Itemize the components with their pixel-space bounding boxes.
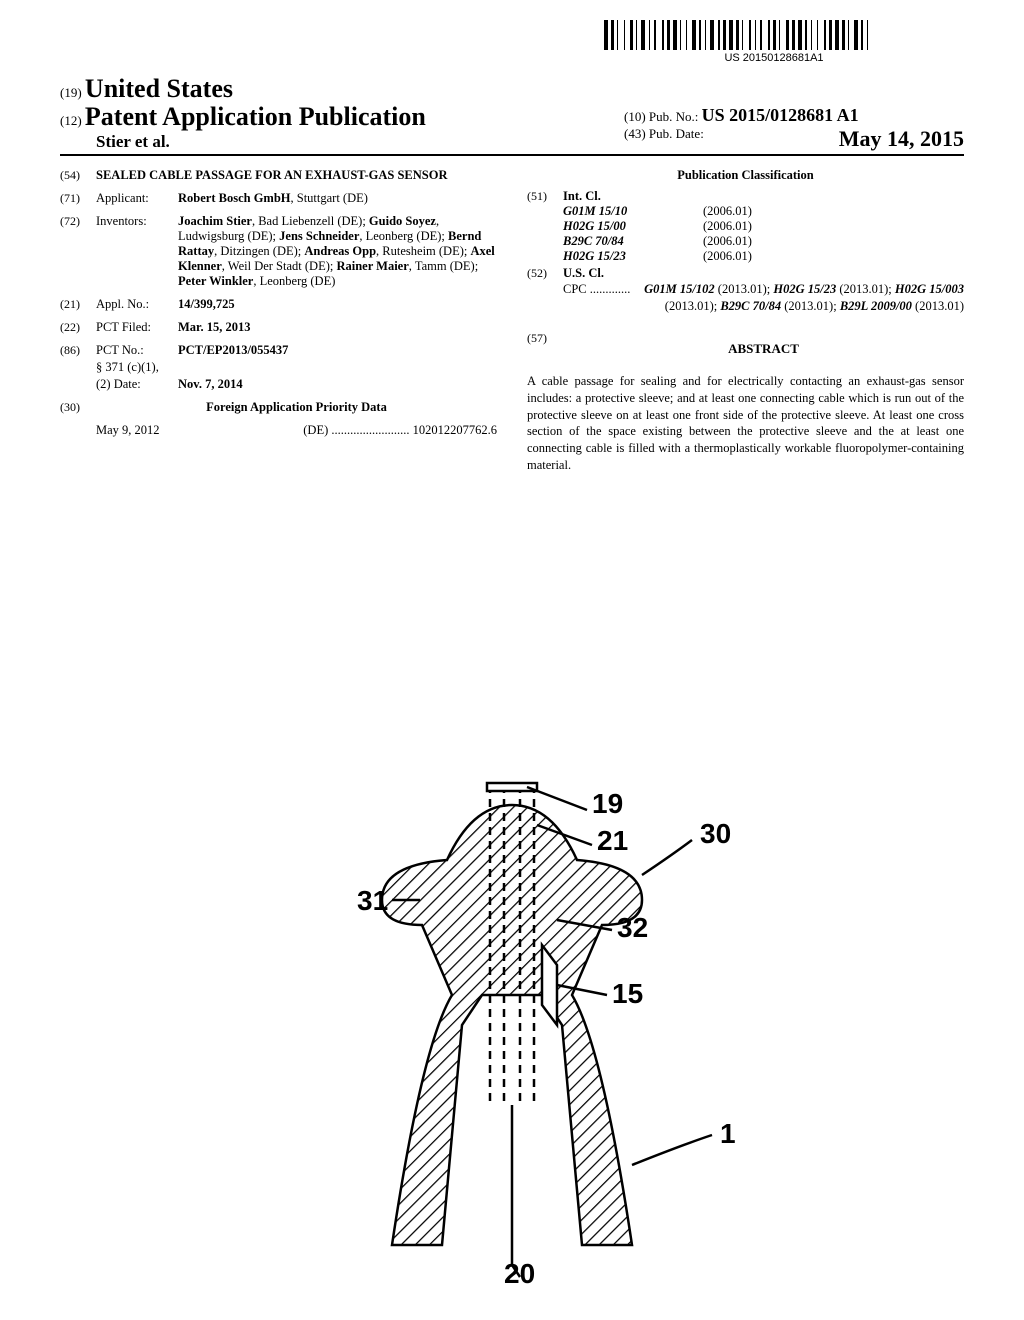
- authors-line: Stier et al.: [60, 132, 426, 152]
- abstract-heading: ABSTRACT: [563, 341, 964, 357]
- uscl-header: (52) U.S. Cl.: [527, 266, 964, 281]
- pctfiled-label: PCT Filed:: [96, 320, 178, 335]
- pub-type: Patent Application Publication: [85, 102, 426, 131]
- s371date-entry: (2) Date: Nov. 7, 2014: [60, 377, 497, 392]
- fpd-country: (DE): [303, 423, 328, 437]
- pub-type-line: (12) Patent Application Publication: [60, 102, 426, 132]
- inventors-entry: (72) Inventors: Joachim Stier, Bad Liebe…: [60, 214, 497, 289]
- intcl-label: Int. Cl.: [563, 189, 643, 204]
- fpd-dots: .........................: [331, 423, 409, 437]
- pubno: US 2015/0128681 A1: [702, 105, 859, 125]
- intcl-num: (51): [527, 189, 563, 204]
- country-num: (19): [60, 85, 82, 100]
- fig-label-30: 30: [700, 818, 731, 849]
- cpc-block: CPC .............G01M 15/102 (2013.01); …: [563, 281, 964, 315]
- abstract-num: (57): [527, 331, 563, 365]
- inventors-num: (72): [60, 214, 96, 289]
- pctfiled-entry: (22) PCT Filed: Mar. 15, 2013: [60, 320, 497, 335]
- fig-label-19: 19: [592, 788, 623, 819]
- barcode-text: US 20150128681A1: [604, 52, 944, 64]
- intcl-row: B29C 70/84(2006.01): [563, 234, 964, 249]
- pubdate-num: (43): [624, 126, 646, 141]
- applno-num: (21): [60, 297, 96, 312]
- s371date: Nov. 7, 2014: [178, 377, 243, 391]
- applicant-entry: (71) Applicant: Robert Bosch GmbH, Stutt…: [60, 191, 497, 206]
- s371-label: § 371 (c)(1),: [96, 360, 178, 375]
- intcl-header: (51) Int. Cl.: [527, 189, 964, 204]
- pctno-num: (86): [60, 343, 96, 358]
- applicant-num: (71): [60, 191, 96, 206]
- fig-label-32: 32: [617, 912, 648, 943]
- classification-heading: Publication Classification: [527, 168, 964, 183]
- applno-label: Appl. No.:: [96, 297, 178, 312]
- fpd-row: May 9, 2012 (DE) .......................…: [96, 423, 497, 438]
- pubno-num: (10): [624, 109, 646, 124]
- inventors-label: Inventors:: [96, 214, 178, 289]
- fpd-num: (30): [60, 400, 96, 415]
- fpd-date: May 9, 2012: [96, 423, 160, 438]
- fpd-no: 102012207762.6: [413, 423, 497, 437]
- applicant-loc: , Stuttgart (DE): [291, 191, 368, 205]
- fpd-label: Foreign Application Priority Data: [96, 400, 497, 415]
- pubdate-line: (43) Pub. Date: May 14, 2015: [624, 126, 964, 152]
- fpd-header: (30) Foreign Application Priority Data: [60, 400, 497, 415]
- uscl-num: (52): [527, 266, 563, 281]
- patent-title: SEALED CABLE PASSAGE FOR AN EXHAUST-GAS …: [96, 168, 497, 183]
- patent-figure: 19 21 30 31 32 15 1 20: [0, 765, 1024, 1290]
- title-entry: (54) SEALED CABLE PASSAGE FOR AN EXHAUST…: [60, 168, 497, 183]
- pubdate-label: Pub. Date:: [649, 126, 704, 141]
- intcl-row: G01M 15/10(2006.01): [563, 204, 964, 219]
- pctno: PCT/EP2013/055437: [178, 343, 288, 357]
- country-line: (19) United States: [60, 74, 964, 104]
- abstract-text: A cable passage for sealing and for elec…: [527, 373, 964, 474]
- applicant-label: Applicant:: [96, 191, 178, 206]
- pctfiled-num: (22): [60, 320, 96, 335]
- pctfiled: Mar. 15, 2013: [178, 320, 250, 334]
- title-num: (54): [60, 168, 96, 183]
- barcode: [604, 20, 944, 50]
- fig-label-1: 1: [720, 1118, 736, 1149]
- figure-svg: 19 21 30 31 32 15 1 20: [272, 765, 752, 1285]
- fig-label-20: 20: [504, 1258, 535, 1285]
- applno-entry: (21) Appl. No.: 14/399,725: [60, 297, 497, 312]
- inventors-list: Joachim Stier, Bad Liebenzell (DE); Guid…: [178, 214, 497, 289]
- pubdate: May 14, 2015: [839, 126, 964, 152]
- uscl-label: U.S. Cl.: [563, 266, 643, 281]
- applno: 14/399,725: [178, 297, 235, 311]
- s371date-label: (2) Date:: [96, 377, 178, 392]
- pubno-line: (10) Pub. No.: US 2015/0128681 A1: [624, 105, 964, 126]
- country-name: United States: [85, 74, 233, 103]
- fig-label-21: 21: [597, 825, 628, 856]
- s371-entry: § 371 (c)(1),: [60, 360, 497, 375]
- fig-label-15: 15: [612, 978, 643, 1009]
- intcl-row: H02G 15/00(2006.01): [563, 219, 964, 234]
- authors: Stier et al.: [96, 132, 170, 151]
- pubno-label: Pub. No.:: [649, 109, 698, 124]
- pctno-entry: (86) PCT No.: PCT/EP2013/055437: [60, 343, 497, 358]
- intcl-row: H02G 15/23(2006.01): [563, 249, 964, 264]
- intcl-table: G01M 15/10(2006.01)H02G 15/00(2006.01)B2…: [563, 204, 964, 264]
- fig-label-31: 31: [357, 885, 388, 916]
- applicant-name: Robert Bosch GmbH: [178, 191, 291, 205]
- barcode-block: US 20150128681A1: [604, 20, 944, 64]
- pctno-label: PCT No.:: [96, 343, 178, 358]
- pub-type-num: (12): [60, 113, 82, 128]
